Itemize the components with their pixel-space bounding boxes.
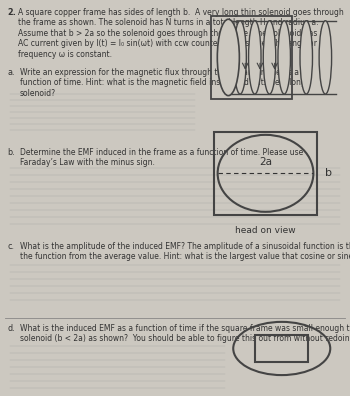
Bar (211, 16, 292, 99)
Text: A square copper frame has sides of length b.  A very long thin solenoid goes thr: A square copper frame has sides of lengt… (18, 8, 344, 59)
Text: Determine the EMF induced in the frame as a function of time. Please use
Faraday: Determine the EMF induced in the frame a… (20, 148, 303, 168)
Bar (214, 131, 317, 215)
Text: c.: c. (7, 242, 14, 251)
Text: a.: a. (7, 68, 14, 77)
Text: 2a: 2a (259, 157, 272, 167)
Bar (255, 335, 308, 362)
Text: b: b (326, 168, 332, 178)
Ellipse shape (217, 19, 239, 95)
Text: Write an expression for the magnetic flux through the square frame as a
function: Write an expression for the magnetic flu… (20, 68, 306, 98)
Text: head on view: head on view (235, 226, 296, 235)
Ellipse shape (234, 21, 246, 94)
Text: What is the induced EMF as a function of time if the square frame was small enou: What is the induced EMF as a function of… (20, 324, 350, 343)
Ellipse shape (300, 21, 313, 94)
Ellipse shape (278, 21, 290, 94)
Ellipse shape (248, 21, 261, 94)
Text: What is the amplitude of the induced EMF? The amplitude of a sinusoidal function: What is the amplitude of the induced EMF… (20, 242, 350, 261)
Ellipse shape (263, 21, 276, 94)
Text: b.: b. (7, 148, 15, 157)
Text: 2.: 2. (7, 8, 16, 17)
Ellipse shape (319, 21, 331, 94)
Text: d.: d. (7, 324, 15, 333)
